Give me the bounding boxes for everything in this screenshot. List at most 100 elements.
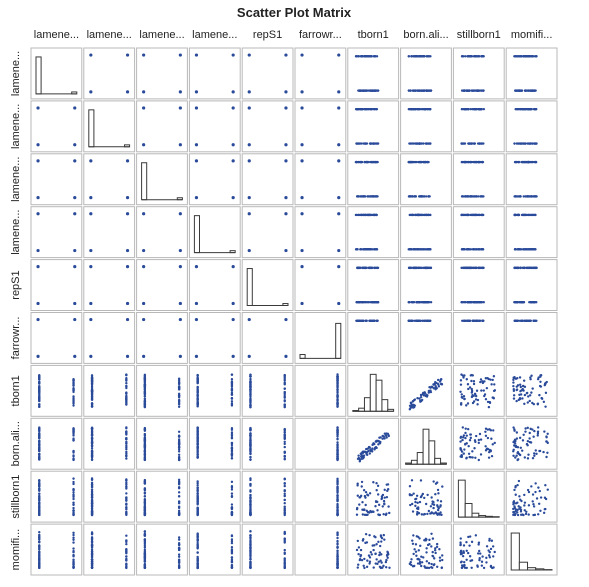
histogram-bar bbox=[363, 397, 371, 412]
data-point bbox=[407, 266, 411, 270]
data-point bbox=[377, 503, 381, 507]
data-point bbox=[142, 317, 146, 322]
data-point bbox=[480, 213, 483, 217]
data-point bbox=[466, 427, 470, 431]
data-point bbox=[513, 142, 516, 145]
data-point bbox=[230, 387, 234, 390]
histogram-bar bbox=[410, 459, 418, 465]
data-point bbox=[90, 496, 94, 500]
data-point bbox=[363, 557, 366, 561]
data-point bbox=[249, 455, 252, 459]
matrix-cell bbox=[505, 523, 558, 576]
data-point bbox=[512, 387, 515, 391]
data-point bbox=[459, 541, 462, 544]
data-point bbox=[369, 550, 373, 554]
data-point bbox=[468, 455, 471, 459]
data-point bbox=[249, 493, 252, 497]
data-point bbox=[521, 213, 525, 217]
data-point bbox=[36, 106, 40, 110]
data-point bbox=[460, 450, 464, 453]
data-point bbox=[416, 55, 419, 58]
data-point bbox=[531, 493, 535, 496]
data-point bbox=[38, 376, 41, 379]
data-point bbox=[426, 512, 429, 516]
data-point bbox=[416, 557, 419, 561]
cell-frame bbox=[188, 259, 241, 312]
histogram-bar bbox=[510, 532, 520, 571]
data-point bbox=[460, 89, 464, 92]
data-point bbox=[425, 551, 428, 554]
data-point bbox=[433, 563, 436, 566]
data-point bbox=[230, 457, 234, 460]
data-point bbox=[230, 381, 234, 384]
data-point bbox=[196, 506, 199, 509]
data-point bbox=[284, 53, 288, 57]
data-point bbox=[72, 482, 75, 486]
data-point bbox=[436, 499, 440, 502]
matrix-cell bbox=[294, 470, 347, 523]
histogram-bar bbox=[416, 452, 424, 465]
data-point bbox=[524, 319, 528, 322]
data-point bbox=[512, 454, 515, 457]
data-point bbox=[439, 378, 443, 381]
data-point bbox=[420, 513, 424, 516]
data-point bbox=[359, 548, 363, 552]
data-point bbox=[436, 508, 440, 512]
data-point bbox=[374, 552, 377, 555]
matrix-cell bbox=[188, 523, 241, 576]
data-point bbox=[429, 301, 433, 304]
data-point bbox=[436, 488, 440, 492]
matrix-cell bbox=[83, 470, 136, 523]
data-point bbox=[527, 490, 531, 494]
data-point bbox=[177, 536, 181, 539]
data-point bbox=[417, 248, 420, 251]
data-point bbox=[526, 401, 529, 404]
data-point bbox=[249, 452, 252, 456]
data-point bbox=[521, 107, 524, 111]
data-point bbox=[143, 513, 147, 517]
data-point bbox=[460, 393, 463, 396]
data-point bbox=[416, 562, 420, 565]
data-point bbox=[459, 448, 463, 451]
data-point bbox=[412, 55, 416, 58]
data-point bbox=[363, 508, 366, 511]
data-point bbox=[419, 544, 422, 548]
data-point bbox=[419, 395, 423, 399]
data-point bbox=[143, 401, 147, 405]
data-point bbox=[528, 440, 532, 444]
data-point bbox=[373, 301, 377, 304]
data-point bbox=[283, 562, 286, 566]
data-point bbox=[89, 53, 93, 57]
data-point bbox=[249, 489, 252, 492]
data-point bbox=[411, 213, 414, 217]
matrix-cell bbox=[347, 470, 400, 523]
data-point bbox=[373, 142, 377, 145]
data-point bbox=[361, 55, 364, 58]
data-point bbox=[73, 196, 77, 200]
data-point bbox=[532, 505, 536, 508]
data-point bbox=[527, 513, 530, 516]
data-point bbox=[515, 89, 519, 92]
data-point bbox=[416, 396, 419, 400]
data-point bbox=[249, 405, 252, 409]
data-point bbox=[362, 564, 365, 567]
data-point bbox=[517, 479, 521, 483]
data-point bbox=[410, 479, 414, 482]
data-point bbox=[143, 557, 147, 560]
data-point bbox=[387, 505, 390, 508]
data-point bbox=[459, 561, 463, 564]
data-point bbox=[362, 537, 365, 541]
data-point bbox=[356, 457, 360, 461]
data-point bbox=[376, 142, 380, 145]
data-point bbox=[73, 143, 77, 147]
data-point bbox=[361, 513, 365, 516]
column-label: tborn1 bbox=[358, 29, 389, 41]
matrix-cell bbox=[294, 47, 347, 100]
data-point bbox=[363, 142, 367, 145]
data-point bbox=[534, 449, 537, 452]
data-point bbox=[196, 502, 199, 505]
data-point bbox=[336, 401, 339, 404]
data-point bbox=[336, 536, 339, 540]
histogram-bar bbox=[246, 268, 253, 307]
data-point bbox=[284, 196, 288, 200]
